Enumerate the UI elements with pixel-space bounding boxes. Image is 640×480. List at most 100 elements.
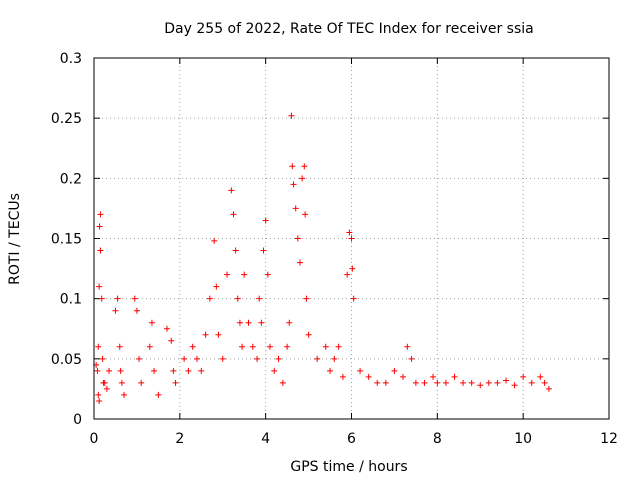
- data-point: [357, 367, 364, 374]
- data-point: [95, 343, 102, 350]
- data-point: [303, 295, 310, 302]
- data-point: [151, 367, 158, 374]
- data-point: [451, 373, 458, 380]
- data-point: [485, 379, 492, 386]
- data-point: [284, 343, 291, 350]
- data-point: [103, 385, 110, 392]
- data-point: [266, 343, 273, 350]
- data-point: [279, 379, 286, 386]
- data-point: [404, 343, 411, 350]
- data-point: [213, 283, 220, 290]
- data-point: [168, 337, 175, 344]
- data-point: [114, 295, 121, 302]
- x-tick-label: 4: [261, 431, 270, 447]
- data-point: [335, 343, 342, 350]
- data-point: [112, 307, 119, 314]
- data-point: [302, 211, 309, 218]
- x-tick-label: 0: [90, 431, 99, 447]
- data-point: [327, 367, 334, 374]
- data-point: [236, 319, 243, 326]
- data-point: [292, 205, 299, 212]
- data-point: [271, 367, 278, 374]
- y-tick-label: 0: [73, 412, 82, 428]
- data-point: [254, 355, 261, 362]
- data-point: [117, 367, 124, 374]
- data-point: [382, 379, 389, 386]
- data-point: [118, 379, 125, 386]
- data-point: [350, 295, 357, 302]
- data-point: [228, 187, 235, 194]
- x-tick-label: 6: [347, 431, 356, 447]
- data-point: [400, 373, 406, 380]
- data-point: [121, 391, 128, 398]
- data-point: [101, 379, 108, 386]
- data-point: [219, 355, 226, 362]
- data-point: [96, 397, 103, 404]
- data-point: [374, 379, 381, 386]
- x-tick-label: 2: [175, 431, 184, 447]
- y-tick-label: 0.15: [51, 232, 82, 248]
- data-point: [537, 373, 544, 380]
- data-point: [541, 379, 548, 386]
- data-point: [170, 367, 177, 374]
- data-point: [211, 237, 218, 244]
- data-point: [155, 391, 162, 398]
- data-point: [260, 247, 267, 254]
- data-point: [421, 379, 428, 386]
- data-point: [322, 343, 329, 350]
- x-tick-label: 8: [433, 431, 442, 447]
- data-point: [297, 259, 303, 266]
- data-point: [172, 379, 179, 386]
- y-tick-label: 0.2: [60, 171, 82, 187]
- data-point: [494, 379, 501, 386]
- data-point: [412, 379, 419, 386]
- data-point: [146, 343, 153, 350]
- data-point: [349, 265, 356, 272]
- data-point: [442, 379, 449, 386]
- data-point: [256, 295, 263, 302]
- data-point: [94, 367, 101, 374]
- data-point: [230, 211, 237, 218]
- data-point: [181, 355, 188, 362]
- x-tick-label: 10: [514, 431, 532, 447]
- data-point: [286, 319, 293, 326]
- data-point: [331, 355, 338, 362]
- data-point: [97, 247, 104, 254]
- data-point: [528, 379, 535, 386]
- data-point: [96, 223, 103, 230]
- data-point: [258, 319, 265, 326]
- data-point: [133, 307, 140, 314]
- data-point: [545, 385, 552, 392]
- x-axis-label: GPS time / hours: [290, 459, 407, 475]
- data-point: [301, 163, 308, 170]
- data-point: [430, 373, 437, 380]
- axis-ticks: 0 2 4 6 8 10 12 0 0.05 0.1 0.15 0.2 0.25 0.3: [51, 51, 618, 447]
- data-point: [116, 343, 123, 350]
- data-point: [245, 319, 252, 326]
- data-point: [98, 295, 105, 302]
- data-point: [346, 229, 353, 236]
- data-point: [468, 379, 475, 386]
- data-points: [93, 112, 552, 404]
- data-point: [294, 235, 301, 242]
- y-axis-label: ROTI / TECUs: [7, 193, 23, 285]
- data-point: [520, 373, 527, 380]
- data-point: [97, 211, 104, 218]
- data-point: [511, 382, 518, 389]
- data-point: [288, 112, 295, 119]
- data-point: [106, 367, 113, 374]
- data-point: [289, 163, 296, 170]
- data-point: [206, 295, 213, 302]
- data-point: [365, 373, 372, 380]
- data-point: [503, 377, 509, 384]
- data-point: [460, 379, 467, 386]
- data-point: [96, 283, 103, 290]
- y-tick-label: 0.1: [60, 292, 82, 308]
- plot-frame: [93, 57, 610, 420]
- data-point: [131, 295, 138, 302]
- data-point: [215, 331, 222, 338]
- data-point: [434, 379, 441, 386]
- data-point: [249, 343, 256, 350]
